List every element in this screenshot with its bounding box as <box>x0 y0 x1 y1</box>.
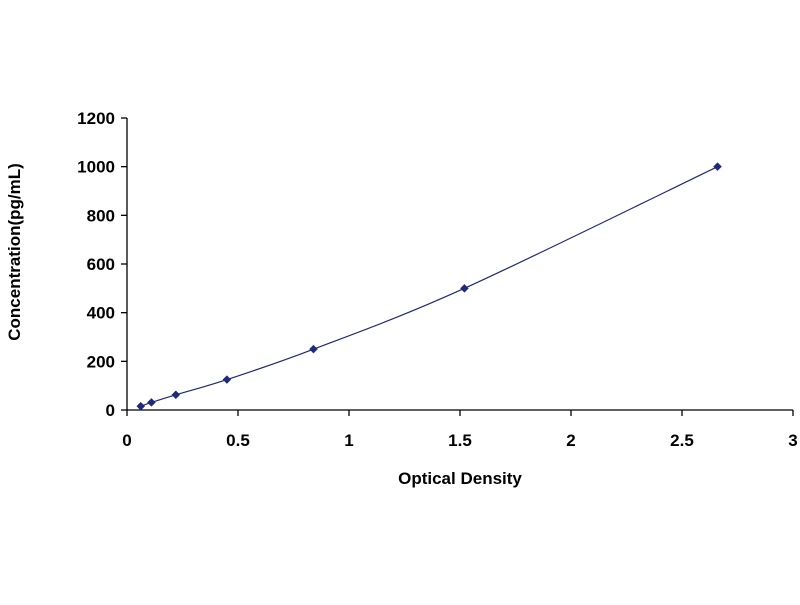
y-tick-label: 800 <box>87 206 115 225</box>
y-tick-label: 200 <box>87 352 115 371</box>
data-point <box>147 398 156 407</box>
data-point <box>309 344 318 354</box>
data-point <box>171 390 181 400</box>
x-tick-label: 0.5 <box>226 431 250 450</box>
y-tick-label: 0 <box>106 401 115 420</box>
axes <box>121 117 794 416</box>
x-axis-title: Optical Density <box>398 469 522 488</box>
y-tick-label: 1200 <box>77 109 115 128</box>
y-axis-title: Concentration(pg/mL) <box>5 163 24 341</box>
x-tick-label: 1.5 <box>448 431 472 450</box>
data-points-layer <box>136 162 722 411</box>
x-tick-label: 3 <box>788 431 797 450</box>
fit-curve-layer <box>140 166 718 407</box>
y-tick-label: 600 <box>87 255 115 274</box>
x-tick-label: 2 <box>566 431 575 450</box>
x-tick-label: 0 <box>122 431 131 450</box>
tick-labels-layer: 0 0.5 1 1.5 2 2.5 3 0 200 400 600 800 1000 1200 <box>77 109 798 450</box>
data-point <box>460 283 469 293</box>
x-tick-label: 1 <box>344 431 353 450</box>
data-point <box>136 401 146 411</box>
fit-curve <box>140 166 718 407</box>
y-tick-label: 1000 <box>77 158 115 177</box>
data-point <box>713 162 722 172</box>
x-tick-label: 2.5 <box>670 431 694 450</box>
data-point <box>222 375 232 384</box>
y-tick-label: 400 <box>87 304 115 323</box>
